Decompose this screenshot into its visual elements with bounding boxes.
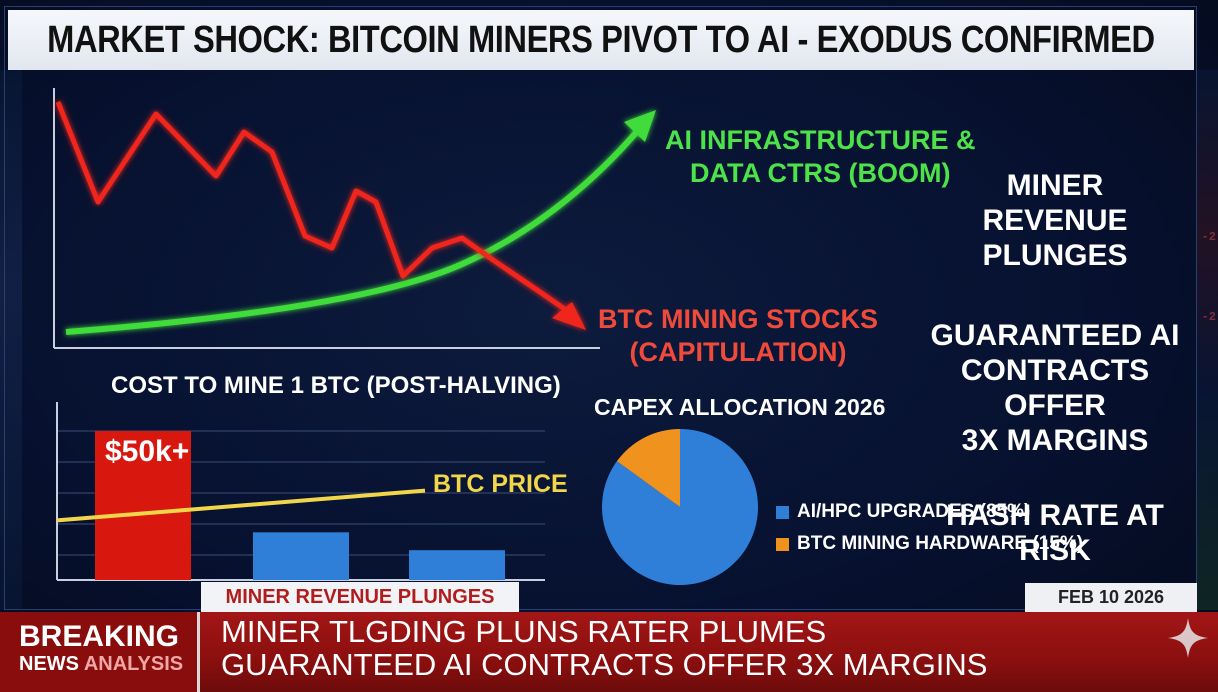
legend-swatch-ai: [776, 505, 789, 519]
left-market-strip: [0, 70, 22, 610]
side-points: MINER REVENUE PLUNGES GUARANTEED AI CONT…: [930, 168, 1180, 568]
capex-legend: AI/HPC UPGRADES (85%) BTC MINING HARDWAR…: [776, 496, 1083, 560]
capex-chart-title: CAPEX ALLOCATION 2026: [594, 394, 886, 420]
date-tag: FEB 10 2026: [1025, 583, 1197, 612]
legend-row: AI/HPC UPGRADES (85%): [776, 496, 1083, 528]
btc-price-line: [56, 488, 426, 523]
point-line: CONTRACTS OFFER: [960, 354, 1150, 422]
ticker-tag: MINER REVENUE PLUNGES: [201, 582, 519, 612]
date-text: FEB 10 2026: [1057, 587, 1165, 607]
cost-bar: [409, 550, 505, 580]
edge-number: -2: [1201, 310, 1216, 324]
pie-slice-btc: [616, 429, 680, 507]
right-market-strip: -2 -2: [1196, 70, 1218, 610]
btc-arrow-head: [552, 302, 586, 330]
headline-text: MARKET SHOCK: BITCOIN MINERS PIVOT TO AI…: [47, 18, 1155, 61]
ai-label-line-1: AI INFRASTRUCTURE &: [665, 125, 976, 155]
btc-price-label: BTC PRICE: [433, 470, 568, 498]
panel-frame: [4, 6, 1197, 610]
breaking-line-1: MINER TLGDING PLUNS RATER PLUMES: [221, 614, 827, 649]
news-word: NEWS: [19, 653, 79, 675]
point-line: GUARANTEED AI: [930, 319, 1180, 352]
news-analysis-word: NEWS ANALYSIS: [19, 653, 183, 676]
cost-bar-high: [95, 431, 191, 580]
btc-mining-label: BTC MINING STOCKS (CAPITULATION): [598, 303, 878, 369]
legend-swatch-btc: [776, 537, 789, 551]
cost-chart-title: COST TO MINE 1 BTC (POST-HALVING): [111, 372, 561, 399]
point-line: PLUNGES: [982, 239, 1128, 272]
btc-label-line-2: (CAPITULATION): [629, 337, 847, 367]
ai-infrastructure-line: [65, 126, 643, 335]
cost-bar-label: $50k+: [105, 435, 190, 468]
btc-mining-line: [55, 101, 568, 313]
ai-label-line-2: DATA CTRS (BOOM): [690, 158, 951, 188]
analysis-word: ANALYSIS: [83, 653, 184, 675]
headline-banner: MARKET SHOCK: BITCOIN MINERS PIVOT TO AI…: [8, 10, 1194, 70]
ai-arrow-head: [624, 110, 656, 142]
breaking-news-bar: [0, 612, 1218, 692]
breaking-box: [0, 612, 200, 692]
ai-infrastructure-label: AI INFRASTRUCTURE & DATA CTRS (BOOM): [665, 124, 976, 190]
ticker-tag-text: MINER REVENUE PLUNGES: [225, 585, 495, 608]
point-line: HASH RATE AT RISK: [946, 499, 1164, 567]
btc-label-line-1: BTC MINING STOCKS: [598, 304, 879, 334]
point-line: 3X MARGINS: [961, 424, 1149, 457]
cost-bar: [253, 532, 349, 580]
legend-row: BTC MINING HARDWARE (15%): [776, 528, 1083, 560]
breaking-line-2: GUARANTEED AI CONTRACTS OFFER 3X MARGINS: [221, 647, 988, 682]
edge-number: -2: [1201, 230, 1216, 244]
breaking-word: BREAKING: [19, 620, 180, 653]
legend-label-ai: AI/HPC UPGRADES (85%): [797, 501, 1031, 522]
point-line: MINER REVENUE: [982, 169, 1128, 237]
legend-label-btc: BTC MINING HARDWARE (15%): [797, 533, 1084, 554]
sparkle-icon: [1168, 618, 1208, 658]
